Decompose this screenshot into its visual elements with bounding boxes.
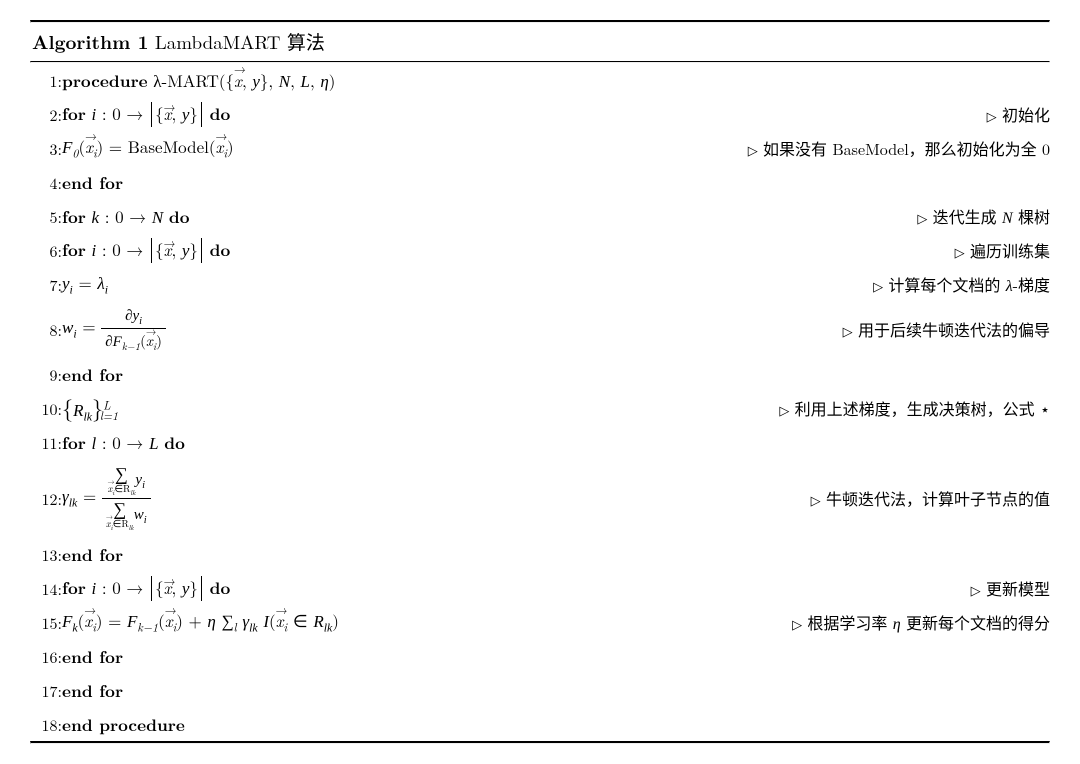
code-cell: wi = ∂yi∂Fk−1(→xi)	[62, 301, 534, 357]
comment-cell	[534, 357, 1050, 391]
code-cell: yi = λi	[62, 267, 534, 301]
algo-line: 2:for i : 0 → {→x, y} do▷ 初始化	[30, 97, 1050, 131]
algo-line: 1:procedure λ-MART({→x, y}, N, L, η)	[30, 63, 1050, 97]
algo-line: 9:end for	[30, 357, 1050, 391]
algo-line: 12:γlk = ∑→xi∈Rlkyi∑→xi∈Rlkwi▷ 牛顿迭代法，计算叶…	[30, 459, 1050, 537]
comment-cell	[534, 537, 1050, 571]
title-rest: LambdaMART 算法	[149, 28, 325, 55]
line-number: 2:	[30, 97, 62, 131]
comment-cell: ▷ 迭代生成 N 棵树	[534, 199, 1050, 233]
comment-cell: ▷ 更新模型	[534, 571, 1050, 605]
comment-cell: ▷ 用于后续牛顿迭代法的偏导	[534, 301, 1050, 357]
algo-line: 17:end for	[30, 673, 1050, 707]
line-number: 15:	[30, 605, 62, 639]
code-cell: end for	[62, 639, 534, 673]
comment-cell: ▷ 根据学习率 η 更新每个文档的得分	[534, 605, 1050, 639]
algo-line: 18:end procedure	[30, 707, 1050, 741]
code-cell: γlk = ∑→xi∈Rlkyi∑→xi∈Rlkwi	[62, 459, 534, 537]
comment-cell	[534, 63, 1050, 97]
comment-cell: ▷ 牛顿迭代法，计算叶子节点的值	[534, 459, 1050, 537]
line-number: 9:	[30, 357, 62, 391]
line-number: 18:	[30, 707, 62, 741]
algorithm-block: Algorithm 1 LambdaMART 算法 1:procedure λ-…	[30, 20, 1050, 744]
code-cell: for l : 0 → L do	[62, 425, 534, 459]
title-prefix: Algorithm 1	[32, 27, 149, 55]
line-number: 14:	[30, 571, 62, 605]
algo-line: 13:end for	[30, 537, 1050, 571]
code-cell: end for	[62, 537, 534, 571]
line-number: 10:	[30, 391, 62, 425]
code-cell: end for	[62, 357, 534, 391]
code-cell: procedure λ-MART({→x, y}, N, L, η)	[62, 63, 534, 97]
comment-cell: ▷ 初始化	[534, 97, 1050, 131]
code-cell: Fk(→xi) = Fk−1(→xi) + η ∑l γlk I(→xi ∈ R…	[62, 605, 534, 639]
algo-line: 14:for i : 0 → {→x, y} do▷ 更新模型	[30, 571, 1050, 605]
algo-line: 8:wi = ∂yi∂Fk−1(→xi)▷ 用于后续牛顿迭代法的偏导	[30, 301, 1050, 357]
comment-cell	[534, 707, 1050, 741]
code-cell: for i : 0 → {→x, y} do	[62, 571, 534, 605]
line-number: 16:	[30, 639, 62, 673]
algorithm-body: 1:procedure λ-MART({→x, y}, N, L, η)2:fo…	[30, 63, 1050, 741]
line-number: 17:	[30, 673, 62, 707]
line-number: 1:	[30, 63, 62, 97]
code-cell: for k : 0 → N do	[62, 199, 534, 233]
algo-line: 3:F0(→xi) = BaseModel(→xi)▷ 如果没有 BaseMod…	[30, 131, 1050, 165]
line-number: 5:	[30, 199, 62, 233]
code-cell: end for	[62, 165, 534, 199]
algo-line: 5:for k : 0 → N do▷ 迭代生成 N 棵树	[30, 199, 1050, 233]
line-number: 6:	[30, 233, 62, 267]
comment-cell	[534, 673, 1050, 707]
algo-line: 6:for i : 0 → {→x, y} do▷ 遍历训练集	[30, 233, 1050, 267]
line-number: 13:	[30, 537, 62, 571]
comment-cell: ▷ 计算每个文档的 λ-梯度	[534, 267, 1050, 301]
code-cell: end procedure	[62, 707, 534, 741]
code-cell: F0(→xi) = BaseModel(→xi)	[62, 131, 534, 165]
algo-line: 15:Fk(→xi) = Fk−1(→xi) + η ∑l γlk I(→xi …	[30, 605, 1050, 639]
comment-cell	[534, 165, 1050, 199]
algo-line: 16:end for	[30, 639, 1050, 673]
comment-cell: ▷ 利用上述梯度，生成决策树，公式 ⋆	[534, 391, 1050, 425]
bottom-rule	[30, 741, 1050, 744]
code-cell: end for	[62, 673, 534, 707]
code-cell: for i : 0 → {→x, y} do	[62, 233, 534, 267]
algo-line: 4:end for	[30, 165, 1050, 199]
code-cell: for i : 0 → {→x, y} do	[62, 97, 534, 131]
comment-cell	[534, 425, 1050, 459]
code-cell: {Rlk}Ll=1	[62, 391, 534, 425]
algo-line: 11:for l : 0 → L do	[30, 425, 1050, 459]
line-number: 11:	[30, 425, 62, 459]
line-number: 3:	[30, 131, 62, 165]
algo-line: 7:yi = λi▷ 计算每个文档的 λ-梯度	[30, 267, 1050, 301]
line-number: 4:	[30, 165, 62, 199]
line-number: 12:	[30, 459, 62, 537]
comment-cell: ▷ 遍历训练集	[534, 233, 1050, 267]
algorithm-title: Algorithm 1 LambdaMART 算法	[30, 23, 1050, 61]
comment-cell: ▷ 如果没有 BaseModel，那么初始化为全 0	[534, 131, 1050, 165]
comment-cell	[534, 639, 1050, 673]
line-number: 8:	[30, 301, 62, 357]
line-number: 7:	[30, 267, 62, 301]
algo-line: 10:{Rlk}Ll=1▷ 利用上述梯度，生成决策树，公式 ⋆	[30, 391, 1050, 425]
